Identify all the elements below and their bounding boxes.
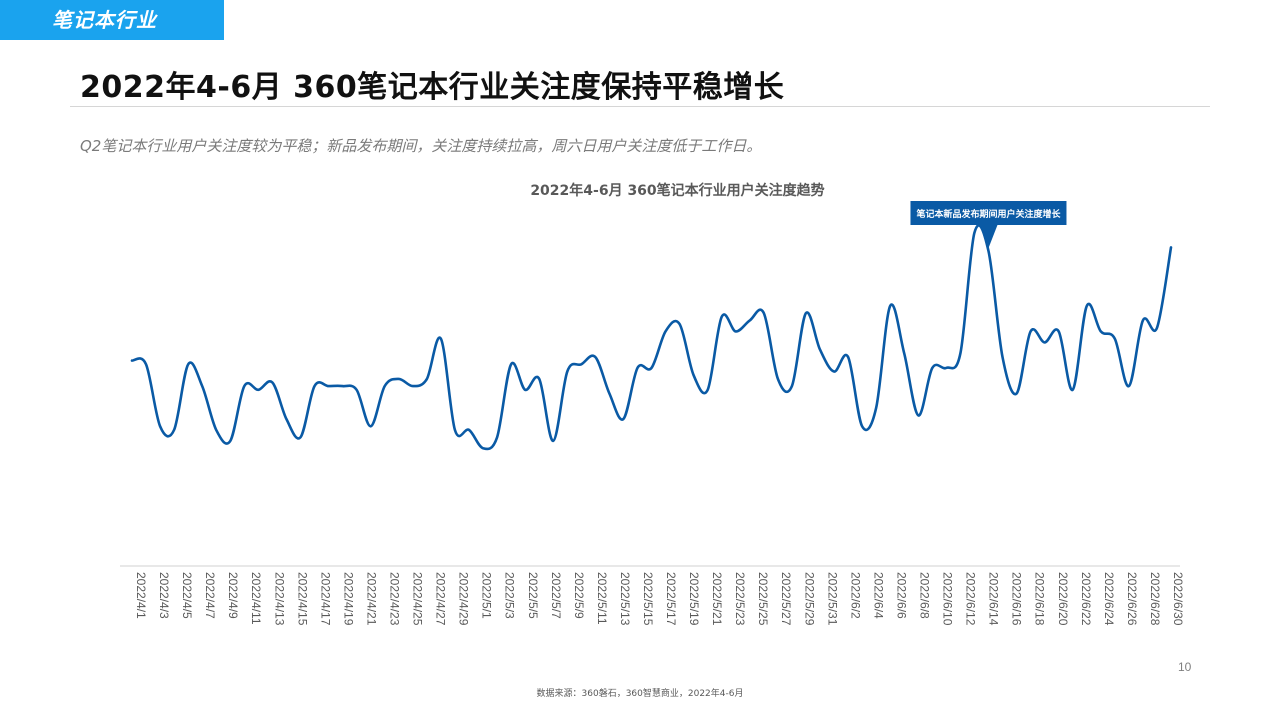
x-tick-label: 2022/4/29 [457,572,471,626]
x-tick-label: 2022/4/23 [388,572,402,626]
x-tick-label: 2022/6/20 [1056,572,1070,626]
series-line [130,224,1173,451]
x-tick-label: 2022/6/26 [1125,572,1139,626]
x-tick-label: 2022/4/13 [272,572,286,626]
x-tick-label: 2022/4/7 [203,572,217,619]
x-tick-label: 2022/6/6 [895,572,909,619]
x-tick-label: 2022/4/17 [318,572,332,626]
x-tick-label: 2022/6/16 [1010,572,1024,626]
x-tick-label: 2022/4/19 [341,572,355,626]
annotation-callout: 笔记本新品发布期间用户关注度增长 [910,201,1067,249]
page-subtitle: Q2笔记本行业用户关注度较为平稳；新品发布期间，关注度持续拉高，周六日用户关注度… [80,137,762,155]
x-tick-label: 2022/6/24 [1102,572,1116,626]
x-tick-label: 2022/6/30 [1171,572,1185,626]
chart-title: 2022年4-6月 360笔记本行业用户关注度趋势 [530,183,825,199]
callout-box [910,201,1067,225]
x-tick-label: 2022/4/3 [157,572,171,619]
x-tick-label: 2022/5/15 [641,572,655,626]
x-tick-label: 2022/5/31 [825,572,839,626]
x-tick-label: 2022/5/3 [503,572,517,619]
x-tick-label: 2022/6/2 [848,572,862,619]
x-tick-label: 2022/5/13 [618,572,632,626]
x-tick-label: 2022/5/11 [595,572,609,625]
x-tick-label: 2022/5/17 [664,572,678,626]
x-tick-label: 2022/6/10 [941,572,955,626]
x-tick-label: 2022/6/8 [918,572,932,619]
x-tick-label: 2022/4/1 [134,572,148,619]
x-tick-label: 2022/5/5 [526,572,540,619]
x-tick-label: 2022/5/19 [687,572,701,626]
section-tag: 笔记本行业 [0,0,224,40]
x-tick-label: 2022/6/22 [1079,572,1093,626]
page-number: 10 [1178,660,1192,674]
x-tick-label: 2022/5/9 [572,572,586,619]
x-tick-label: 2022/6/28 [1148,572,1162,626]
callout-text: 笔记本新品发布期间用户关注度增长 [916,208,1061,220]
x-tick-label: 2022/5/21 [710,572,724,626]
x-tick-label: 2022/6/12 [964,572,978,626]
page-title: 2022年4-6月 360笔记本行业关注度保持平稳增长 [80,70,785,105]
x-tick-label: 2022/4/9 [226,572,240,619]
title-divider [70,106,1210,107]
x-tick-label: 2022/6/18 [1033,572,1047,626]
x-tick-label: 2022/6/4 [871,572,885,619]
x-tick-label: 2022/5/23 [733,572,747,626]
x-tick-label: 2022/4/15 [295,572,309,626]
x-tick-label: 2022/5/7 [549,572,563,619]
x-tick-label: 2022/4/27 [434,572,448,626]
x-tick-label: 2022/5/1 [480,572,494,619]
x-tick-label: 2022/4/21 [364,572,378,626]
x-tick-label: 2022/5/29 [802,572,816,626]
x-tick-label: 2022/4/11 [249,572,263,625]
x-tick-label: 2022/6/14 [987,572,1001,626]
callout-pointer [979,225,998,249]
x-tick-label: 2022/4/25 [411,572,425,626]
x-tick-label: 2022/4/5 [180,572,194,619]
x-tick-label: 2022/5/25 [756,572,770,626]
x-tick-label: 2022/5/27 [779,572,793,626]
data-source-note: 数据来源：360磐石，360智慧商业，2022年4-6月 [536,689,744,699]
